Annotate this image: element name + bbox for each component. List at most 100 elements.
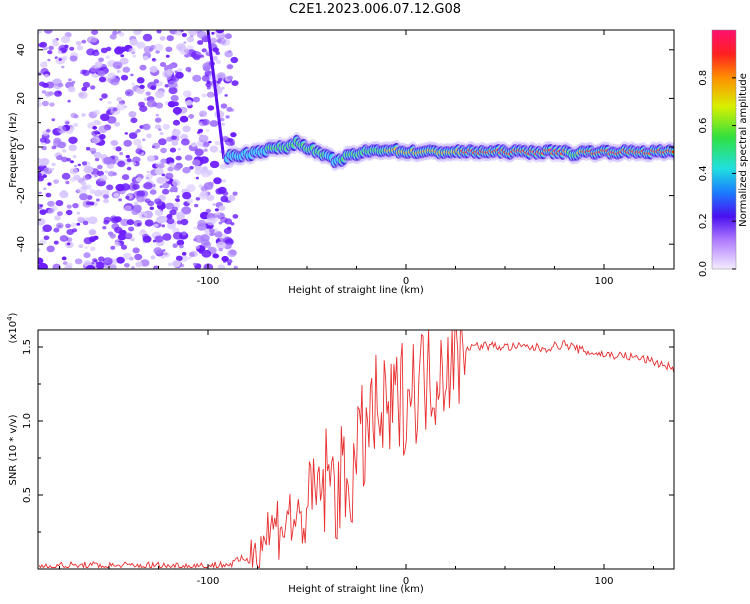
noise-blob [198, 134, 209, 143]
noise-blob [128, 111, 137, 118]
noise-blob [81, 39, 87, 44]
noise-blob [175, 30, 183, 36]
noise-blob [140, 259, 150, 267]
noise-blob [168, 162, 175, 168]
noise-streak [206, 30, 226, 160]
noise-blob [61, 172, 71, 180]
noise-blob [118, 198, 123, 202]
noise-blob [175, 198, 180, 203]
colorbar-tick-label: 0.0 [698, 261, 709, 277]
noise-blob [185, 66, 192, 72]
noise-blob [69, 55, 78, 62]
noise-blob [206, 129, 210, 132]
noise-blob [38, 30, 42, 34]
noise-blob [169, 188, 175, 193]
noise-blob [167, 80, 178, 89]
noise-blob [134, 130, 139, 134]
noise-blob [196, 30, 207, 39]
noise-blob [81, 86, 88, 92]
noise-blob [135, 148, 143, 155]
noise-blob [144, 219, 154, 227]
noise-blob [195, 176, 199, 180]
noise-blob [142, 33, 153, 42]
noise-blob [94, 261, 105, 269]
noise-blob [83, 252, 91, 259]
noise-blob [158, 138, 167, 146]
noise-blob [146, 133, 152, 139]
noise-blob [232, 214, 239, 219]
noise-blob [160, 255, 165, 259]
noise-blob [90, 85, 96, 90]
noise-blob [72, 203, 79, 209]
noise-blob [182, 125, 191, 133]
noise-blob [230, 222, 235, 226]
noise-blob [131, 51, 136, 55]
noise-blob [133, 219, 143, 227]
noise-blob [109, 77, 120, 86]
noise-blob [201, 249, 212, 258]
noise-blob [103, 220, 110, 225]
noise-blob [60, 35, 71, 44]
noise-blob [211, 55, 218, 61]
noise-blob [47, 50, 53, 55]
noise-blob [81, 113, 86, 117]
noise-blob [138, 101, 145, 108]
noise-blob [82, 220, 89, 226]
noise-blob [218, 247, 223, 252]
noise-blob [132, 162, 137, 165]
noise-blob [91, 130, 98, 136]
noise-blob [215, 30, 225, 34]
noise-blob [201, 48, 207, 53]
noise-blob [226, 64, 234, 70]
noise-blob [223, 236, 233, 245]
noise-blob [186, 184, 196, 193]
noise-blob [188, 252, 195, 257]
noise-blob [158, 128, 162, 132]
noise-blob [39, 137, 47, 143]
colorbar-tick-label: 0.8 [698, 70, 709, 86]
noise-blob [175, 71, 184, 79]
noise-blob [43, 73, 50, 78]
noise-blob [120, 229, 127, 236]
noise-blob [135, 177, 142, 183]
plot2-ytick-label: 0.5 [22, 487, 33, 503]
noise-blob [203, 65, 211, 72]
noise-blob [146, 99, 157, 108]
noise-blob [54, 90, 62, 97]
plot2-xtick-label: 0 [403, 576, 409, 587]
noise-blob [93, 119, 100, 125]
noise-blob [154, 117, 162, 123]
noise-blob [154, 198, 162, 205]
noise-blob [220, 103, 228, 109]
noise-blob [42, 174, 47, 179]
noise-blob [103, 194, 109, 200]
noise-blob [138, 211, 148, 220]
noise-blob [73, 174, 81, 181]
noise-blob [53, 137, 62, 144]
noise-blob [122, 66, 131, 73]
noise-blob [172, 231, 183, 240]
ridge-peak [671, 150, 674, 154]
noise-blob [98, 76, 107, 83]
noise-blob [180, 218, 189, 226]
noise-blob [220, 117, 225, 122]
noise-blob [93, 109, 100, 115]
noise-blob [43, 30, 53, 34]
noise-blob [153, 43, 164, 52]
noise-blob [220, 195, 229, 203]
noise-blob [136, 190, 146, 198]
noise-blob [194, 235, 204, 243]
noise-blob [47, 200, 55, 207]
noise-blob [145, 173, 153, 180]
noise-blob [182, 191, 192, 200]
noise-blob [70, 222, 77, 228]
noise-blob [38, 257, 44, 265]
noise-blob [56, 155, 63, 161]
noise-blob [154, 209, 164, 217]
noise-blob [130, 73, 134, 77]
noise-blob [88, 228, 97, 236]
noise-blob [221, 255, 229, 262]
noise-blob [153, 223, 159, 228]
noise-blob [193, 262, 197, 266]
noise-blob [46, 245, 55, 253]
